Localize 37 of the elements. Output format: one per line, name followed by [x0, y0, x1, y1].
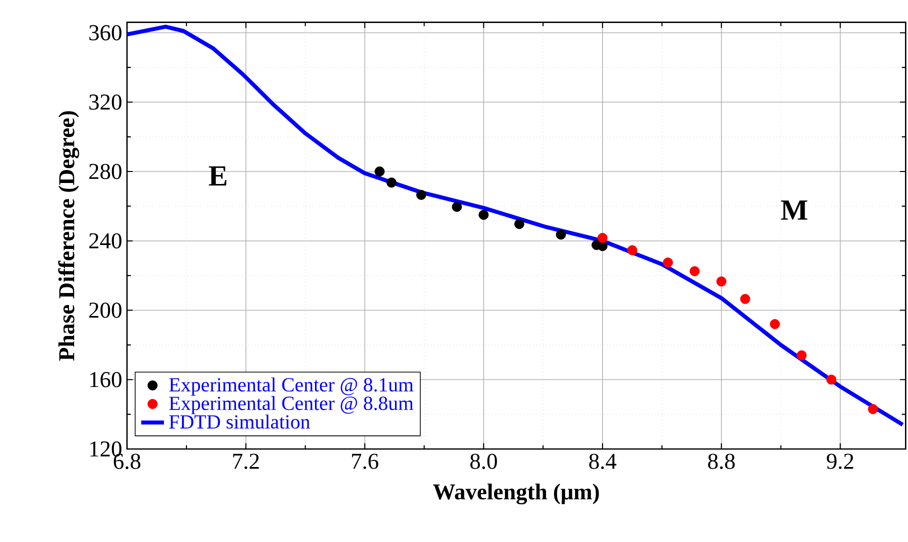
x-tick-label: 7.6	[352, 454, 378, 470]
point	[386, 178, 397, 188]
point	[740, 294, 750, 304]
point	[716, 276, 726, 286]
point	[514, 219, 524, 230]
y-tick-label: 200	[89, 302, 122, 318]
point	[662, 258, 673, 268]
legend-label: FDTD simulation	[169, 414, 310, 429]
point	[478, 210, 489, 220]
point	[598, 232, 608, 243]
annotation: M	[780, 200, 808, 220]
x-axis-title: Wavelength (μm)	[433, 484, 599, 504]
y-tick-label: 240	[89, 233, 122, 249]
point	[796, 350, 807, 360]
point	[416, 190, 426, 200]
y-tick-label: 280	[89, 164, 122, 180]
x-tick-label: 8.8	[708, 454, 735, 470]
point	[690, 266, 700, 276]
point	[556, 230, 566, 240]
annotation: E	[208, 166, 226, 186]
x-tick-label: 7.2	[233, 454, 259, 470]
point	[868, 404, 878, 414]
y-axis-title: Phase Difference (Degree)	[58, 111, 80, 361]
line-series	[127, 24, 905, 427]
y-tick-label: 160	[90, 372, 122, 388]
x-tick-label: 8.4	[589, 454, 616, 470]
point	[627, 245, 638, 256]
point	[770, 319, 780, 330]
legend-label: Experimental Center @ 8.8um	[169, 396, 414, 414]
y-tick-label: 320	[89, 94, 122, 110]
point	[374, 166, 385, 176]
x-tick-label: 9.2	[826, 454, 854, 470]
point	[452, 202, 462, 212]
x-tick-label: 8.0	[470, 454, 497, 470]
y-tick-label: 360	[89, 25, 122, 40]
point	[826, 374, 836, 385]
legend-label: Experimental Center @ 8.1um	[169, 378, 414, 396]
